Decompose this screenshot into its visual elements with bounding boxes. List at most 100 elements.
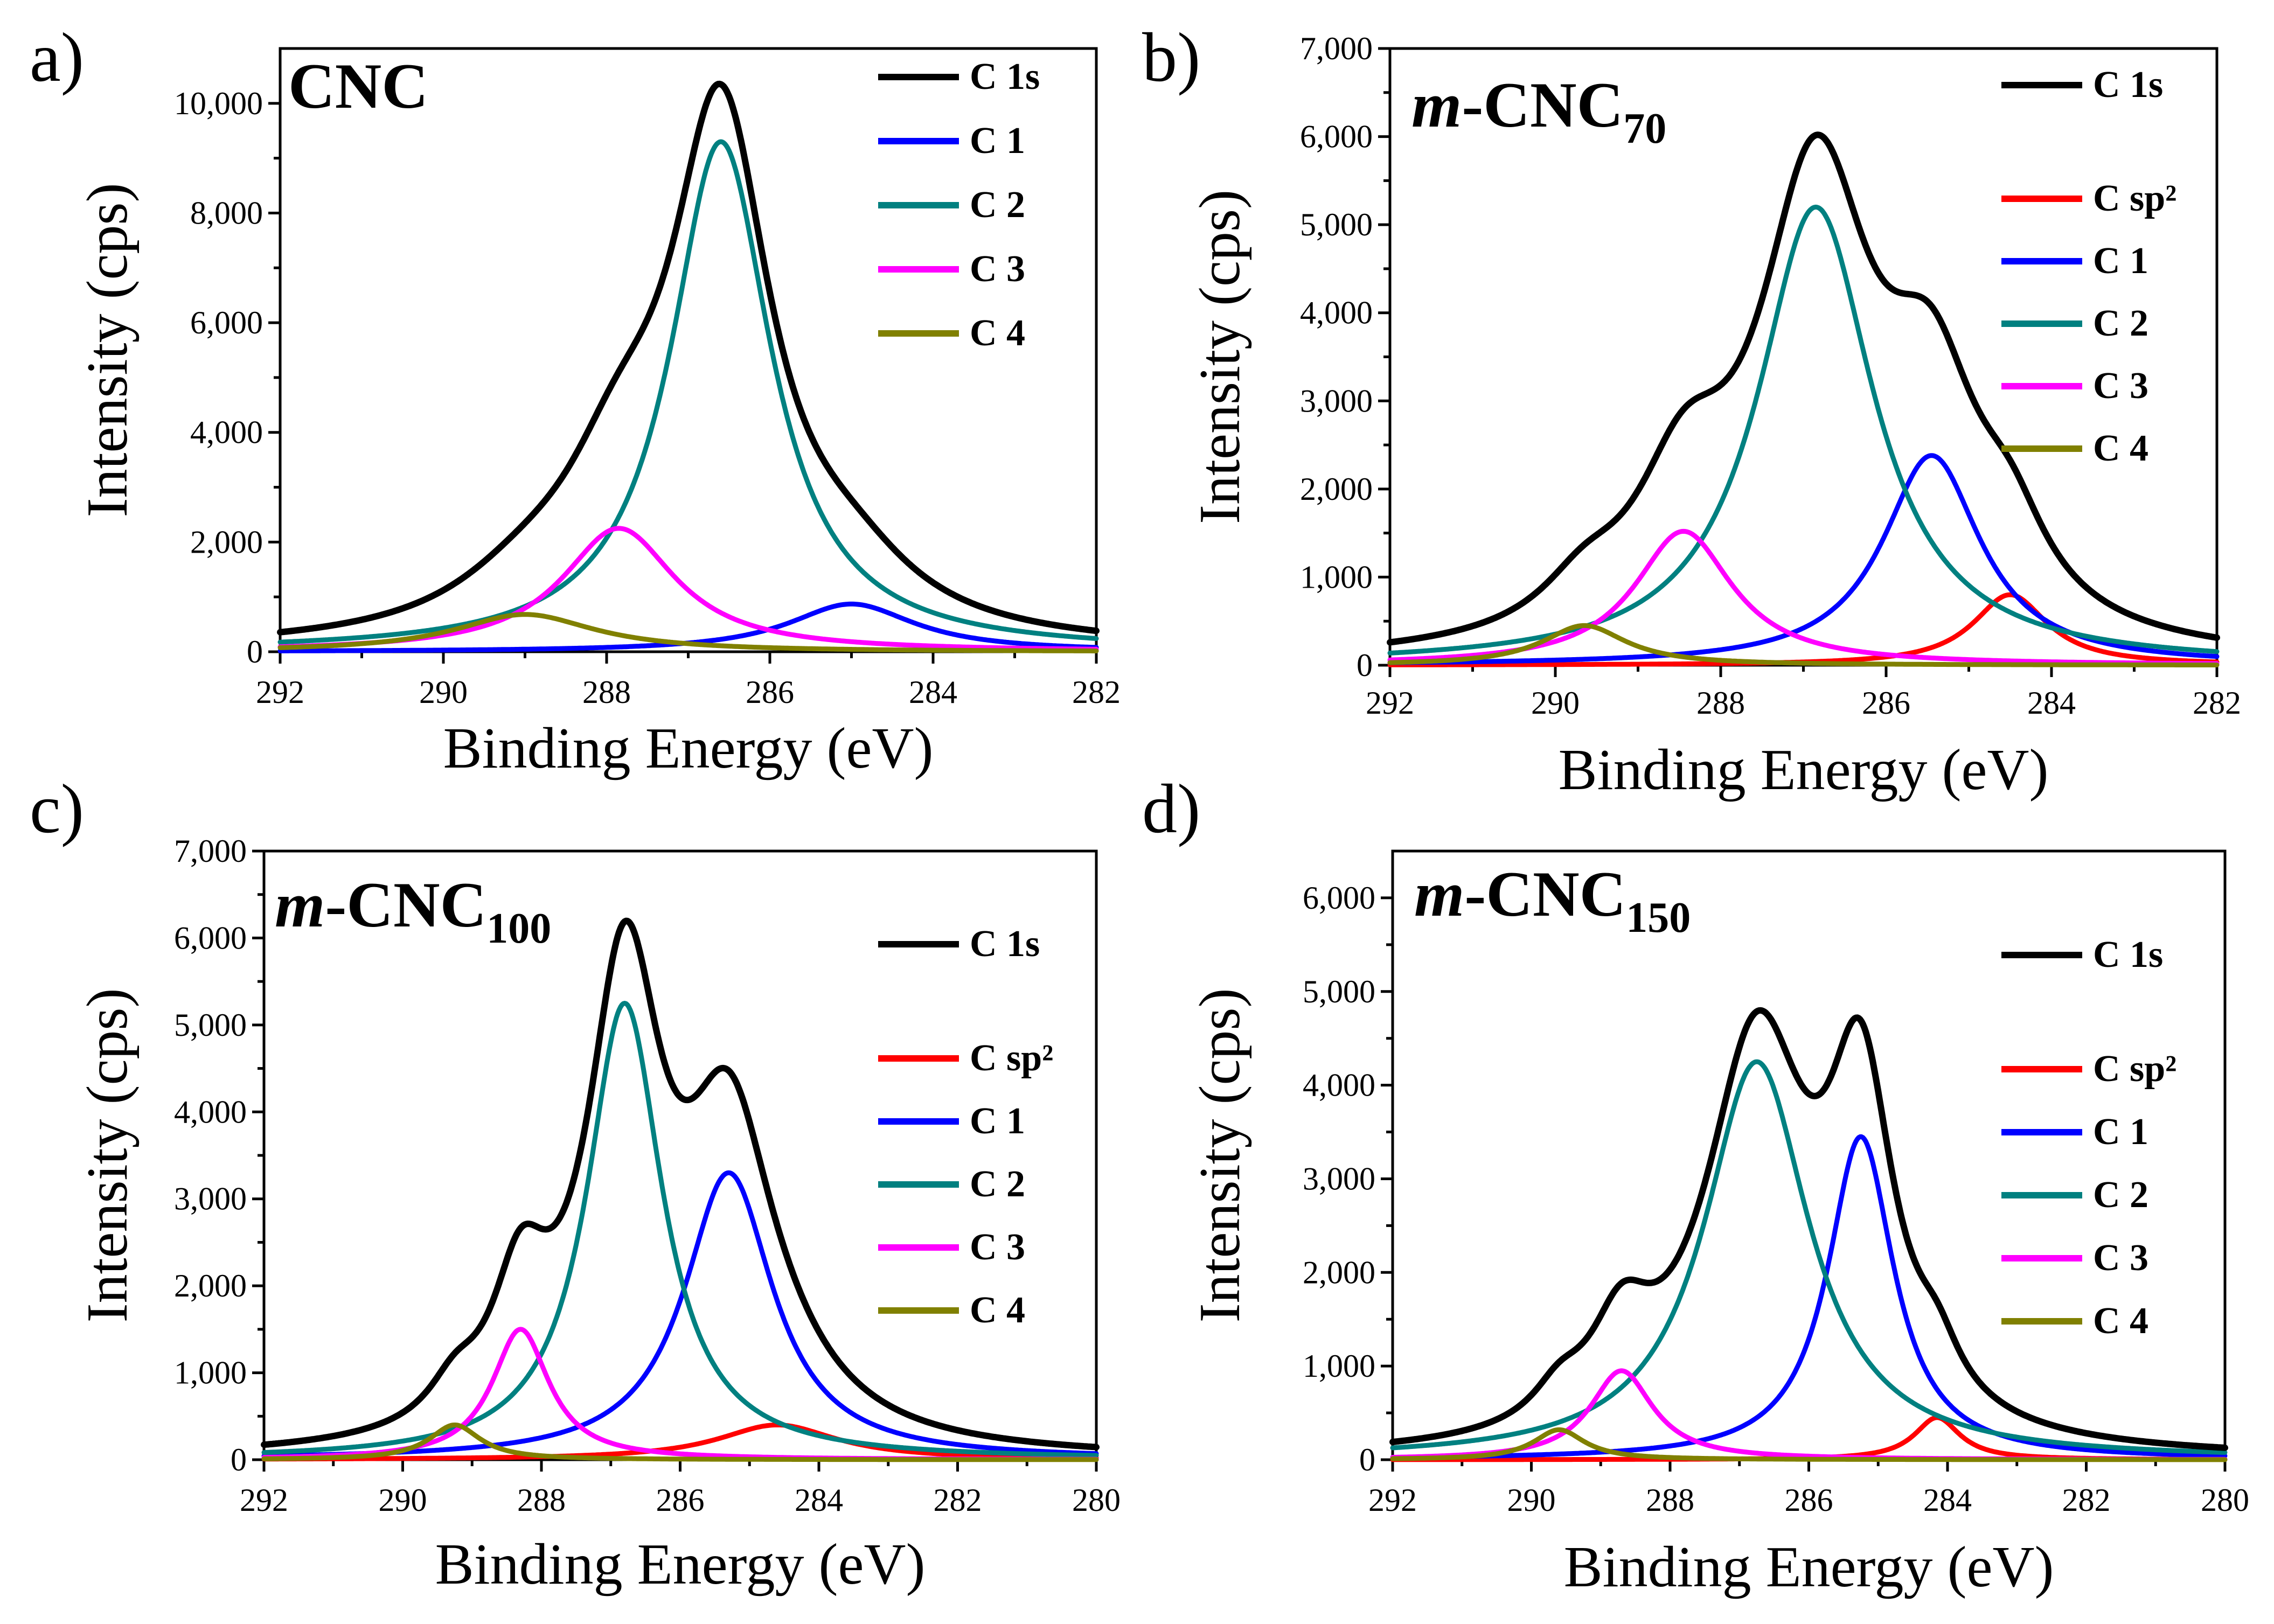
title-italic-part: m <box>275 869 325 940</box>
chart-panel-c: c) 292 290 288 286 284 282 280 0 1,000 2,000 3,000 4… <box>30 770 1121 1597</box>
x-tick-label: 286 <box>1862 685 1910 721</box>
y-tick-label: 3,000 <box>174 1181 247 1217</box>
legend-label: C 1 <box>970 1100 1025 1142</box>
y-tick-label: 6,000 <box>1300 119 1373 155</box>
y-tick-label: 5,000 <box>1300 207 1373 242</box>
x-tick-label: 282 <box>1072 674 1121 710</box>
legend-label: C sp² <box>2093 1048 2176 1090</box>
legend-label: C 1s <box>2093 934 2163 975</box>
series-line-c-2 <box>1390 1059 2228 1455</box>
legend-label: C sp² <box>970 1037 1053 1079</box>
x-tick-label: 288 <box>1696 685 1745 721</box>
y-tick-label: 3,000 <box>1303 1161 1375 1196</box>
chart-title: m-CNC150 <box>1414 858 1691 942</box>
title-italic-part: m <box>1414 858 1464 930</box>
y-tick-label: 2,000 <box>1300 471 1373 507</box>
x-tick-label: 284 <box>795 1482 843 1518</box>
y-tick-label: 2,000 <box>174 1268 247 1304</box>
series-line-c-1s <box>1387 131 2220 646</box>
x-tick-label: 292 <box>1366 685 1414 721</box>
chart-title: m-CNC70 <box>1411 69 1666 152</box>
x-tick-label: 284 <box>2027 685 2076 721</box>
x-axis-title: Binding Energy (eV) <box>443 716 934 780</box>
y-tick-label: 4,000 <box>174 1094 247 1130</box>
legend-label: C 1 <box>970 120 1025 162</box>
x-tick-label: 286 <box>1785 1482 1833 1518</box>
curves <box>1389 1007 2228 1462</box>
y-tick-label: 0 <box>247 634 263 670</box>
plot-frame <box>1388 47 2219 667</box>
y-tick-label: 10,000 <box>174 86 263 121</box>
y-tick-label: 6,000 <box>1303 880 1375 916</box>
legend-label: C 2 <box>2093 1174 2148 1216</box>
y-tick-label: 7,000 <box>174 833 247 869</box>
x-tick-label: 280 <box>1072 1482 1121 1518</box>
curves <box>277 80 1100 653</box>
legend-label: C 1s <box>2093 64 2163 106</box>
legend-label: C 4 <box>970 312 1025 354</box>
legend: C 1s C sp² C 1 C 2 C 3 C 4 <box>2001 934 2176 1342</box>
series-line-c-3 <box>261 1327 1099 1462</box>
legend-label: C 4 <box>970 1290 1025 1331</box>
series-line-c-3 <box>277 526 1099 652</box>
y-tick-label: 4,000 <box>1300 295 1373 331</box>
y-tick-label: 1,000 <box>1303 1348 1375 1384</box>
title-subscript: 70 <box>1623 105 1666 152</box>
title-italic-part: m <box>1411 69 1462 141</box>
x-tick-label: 292 <box>256 674 304 710</box>
y-axis-title: Intensity (cps) <box>1188 988 1252 1323</box>
series-line-c-1s <box>1389 1007 2228 1451</box>
panel-label: a) <box>30 19 84 96</box>
legend-label: C 2 <box>970 1163 1025 1205</box>
chart-panel-b: b) 292 290 288 286 284 282 0 1,000 2,000 3,000 4,00… <box>1142 19 2241 802</box>
series-line-c-1s <box>277 80 1100 636</box>
x-tick-label: 282 <box>2062 1482 2111 1518</box>
legend-label: C 3 <box>970 248 1025 290</box>
x-axis-title: Binding Energy (eV) <box>1564 1535 2054 1599</box>
title-subscript: 100 <box>486 905 551 952</box>
x-tick-label: 286 <box>746 674 794 710</box>
y-tick-label: 4,000 <box>190 415 263 450</box>
curves <box>261 917 1100 1462</box>
y-axis-title: Intensity (cps) <box>1188 190 1252 524</box>
y-tick-label: 1,000 <box>1300 559 1373 595</box>
legend-label: C 4 <box>2093 1300 2148 1342</box>
title-main-part: -CNC <box>1462 69 1623 141</box>
legend-label: C 1s <box>970 56 1040 97</box>
series-line-c-sp- <box>261 1422 1099 1462</box>
x-axis-title: Binding Energy (eV) <box>1559 738 2049 802</box>
series-line-c-2 <box>277 139 1099 645</box>
chart-title: CNC <box>288 50 428 122</box>
series-line-c-1 <box>1387 453 2220 665</box>
series-line-c-1 <box>1390 1134 2228 1460</box>
series-line-c-1s <box>261 917 1100 1451</box>
y-tick-label: 8,000 <box>190 195 263 231</box>
title-main-part: -CNC <box>1464 858 1626 930</box>
x-tick-label: 288 <box>517 1482 566 1518</box>
y-tick-label: 7,000 <box>1300 31 1373 66</box>
y-tick-label: 4,000 <box>1303 1068 1375 1103</box>
x-tick-label: 290 <box>1531 685 1580 721</box>
chart-title: m-CNC100 <box>275 869 551 952</box>
series-line-c-4 <box>1390 1427 2228 1462</box>
legend-label: C 1 <box>2093 240 2148 282</box>
legend-label: C 4 <box>2093 428 2148 469</box>
x-tick-label: 284 <box>1923 1482 1972 1518</box>
y-tick-label: 6,000 <box>174 920 247 956</box>
legend: C 1s C sp² C 1 C 2 C 3 C 4 <box>878 923 1053 1331</box>
x-tick-label: 288 <box>582 674 631 710</box>
chart-panel-d: d) 292 290 288 286 284 282 280 0 1,000 2,000 3,000 4… <box>1142 770 2249 1599</box>
x-tick-label: 280 <box>2201 1482 2249 1518</box>
legend: C 1s C 1 C 2 C 3 C 4 <box>878 56 1040 354</box>
y-tick-label: 0 <box>1359 1442 1375 1477</box>
x-tick-label: 286 <box>656 1482 705 1518</box>
y-tick-label: 5,000 <box>1303 974 1375 1009</box>
x-tick-label: 284 <box>909 674 957 710</box>
curves <box>1387 131 2220 667</box>
y-tick-label: 0 <box>231 1442 247 1477</box>
legend-label: C 2 <box>970 184 1025 226</box>
panel-label: d) <box>1142 770 1200 848</box>
y-tick-label: 2,000 <box>1303 1254 1375 1290</box>
legend-label: C 1 <box>2093 1111 2148 1153</box>
